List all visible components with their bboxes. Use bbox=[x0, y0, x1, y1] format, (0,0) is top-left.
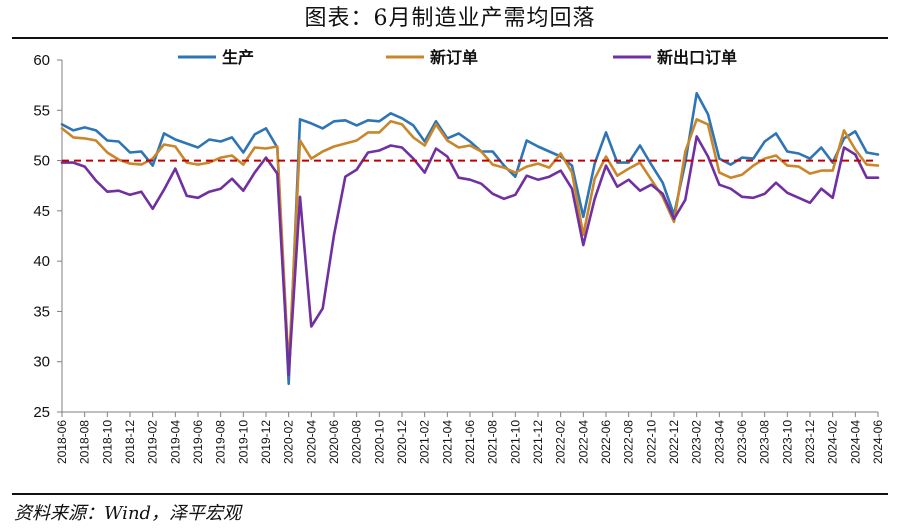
x-tick-label: 2021-02 bbox=[418, 420, 432, 464]
x-tick-label: 2018-12 bbox=[123, 420, 137, 464]
y-tick-label: 35 bbox=[33, 303, 50, 320]
top-rule bbox=[12, 37, 888, 39]
chart-title: 图表：6月制造业产需均回落 bbox=[304, 6, 596, 31]
x-tick-label: 2020-06 bbox=[327, 420, 341, 464]
x-tick-label: 2018-10 bbox=[100, 420, 114, 464]
x-tick-label: 2024-02 bbox=[826, 420, 840, 464]
x-tick-label: 2023-10 bbox=[780, 420, 794, 464]
legend-label-2: 新订单 bbox=[430, 48, 478, 67]
x-tick-label: 2020-12 bbox=[395, 420, 409, 464]
x-tick-label: 2021-10 bbox=[508, 420, 522, 464]
x-tick-label: 2024-04 bbox=[848, 420, 862, 464]
x-tick-label: 2023-02 bbox=[690, 420, 704, 464]
y-tick-label: 55 bbox=[33, 102, 50, 119]
y-tick-label: 45 bbox=[33, 203, 50, 220]
x-tick-label: 2022-08 bbox=[622, 420, 636, 464]
x-tick-label: 2022-04 bbox=[576, 420, 590, 464]
x-tick-label: 2019-02 bbox=[146, 420, 160, 464]
x-tick-label: 2019-06 bbox=[191, 420, 205, 464]
y-tick-label: 60 bbox=[33, 52, 50, 69]
y-tick-label: 25 bbox=[33, 404, 50, 421]
x-tick-label: 2024-06 bbox=[871, 420, 885, 464]
x-tick-label: 2019-04 bbox=[168, 420, 182, 464]
x-tick-label: 2021-04 bbox=[440, 420, 454, 464]
y-tick-label: 30 bbox=[33, 354, 50, 371]
x-tick-label: 2019-08 bbox=[214, 420, 228, 464]
x-tick-label: 2019-10 bbox=[236, 420, 250, 464]
series-line-2 bbox=[60, 118, 880, 371]
y-tick-label: 50 bbox=[33, 153, 50, 170]
x-tick-label: 2023-12 bbox=[803, 420, 817, 464]
x-tick-label: 2022-12 bbox=[667, 420, 681, 464]
x-tick-label: 2022-06 bbox=[599, 420, 613, 464]
x-tick-label: 2020-04 bbox=[304, 420, 318, 464]
x-tick-label: 2021-08 bbox=[486, 420, 500, 464]
y-tick-label: 40 bbox=[33, 253, 50, 270]
x-tick-label: 2022-10 bbox=[644, 420, 658, 464]
x-tick-label: 2020-02 bbox=[282, 420, 296, 464]
x-tick-label: 2021-12 bbox=[531, 420, 545, 464]
x-tick-label: 2018-06 bbox=[55, 420, 69, 464]
x-tick-label: 2023-04 bbox=[712, 420, 726, 464]
bottom-rule bbox=[12, 493, 888, 495]
x-tick-label: 2020-08 bbox=[350, 420, 364, 464]
x-tick-label: 2019-12 bbox=[259, 420, 273, 464]
legend-label-3: 新出口订单 bbox=[657, 48, 737, 67]
x-tick-label: 2022-02 bbox=[554, 420, 568, 464]
legend-label-1: 生产 bbox=[222, 48, 254, 67]
x-tick-label: 2021-06 bbox=[463, 420, 477, 464]
series-line-3 bbox=[60, 135, 880, 377]
x-tick-label: 2018-08 bbox=[78, 420, 92, 464]
x-tick-label: 2023-06 bbox=[735, 420, 749, 464]
x-tick-label: 2023-08 bbox=[758, 420, 772, 464]
series-line-1 bbox=[60, 91, 880, 386]
x-tick-label: 2020-10 bbox=[372, 420, 386, 464]
source-note: 资料来源：Wind，泽平宏观 bbox=[14, 503, 242, 524]
